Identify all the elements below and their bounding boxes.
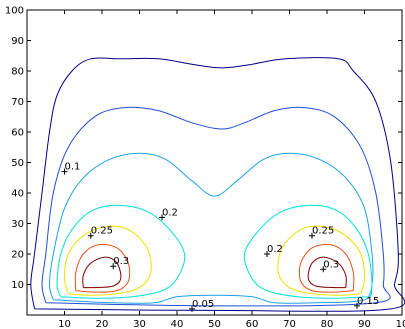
y-tick-label: 80 — [11, 67, 24, 78]
y-tick-label: 90 — [11, 36, 24, 47]
y-tick-label: 50 — [11, 158, 24, 169]
y-tick-label: 60 — [11, 128, 24, 139]
contour-label-text: 0.3 — [323, 259, 339, 270]
contour-label-text: 0.2 — [267, 244, 283, 255]
x-tick-label: 70 — [283, 319, 296, 329]
y-tick-label: 40 — [11, 189, 24, 200]
contour-label-text: 0.1 — [65, 162, 81, 173]
x-tick-label: 10 — [396, 319, 405, 329]
contour-label-text: 0.3 — [113, 256, 129, 267]
x-tick-label: 20 — [96, 319, 109, 329]
contour-label-text: 0.2 — [162, 207, 178, 218]
x-tick-label: 80 — [321, 319, 334, 329]
x-tick-label: 10 — [58, 319, 71, 329]
contour-label-text: 0.25 — [91, 226, 113, 237]
y-tick-label: 100 — [5, 6, 24, 17]
x-tick-label: 60 — [246, 319, 259, 329]
y-tick-label: 10 — [11, 280, 24, 291]
x-tick-label: 30 — [133, 319, 146, 329]
x-tick-label: 90 — [358, 319, 371, 329]
y-tick-label: 20 — [11, 250, 24, 261]
y-tick-label: 30 — [11, 219, 24, 230]
y-tick-label: 70 — [11, 97, 24, 108]
contour-label-text: 0.05 — [192, 299, 214, 310]
contour-label-text: 0.25 — [312, 226, 334, 237]
x-tick-label: 50 — [208, 319, 221, 329]
contour-label-text: 0.15 — [357, 296, 379, 307]
x-tick-label: 40 — [171, 319, 184, 329]
plot-area-background — [27, 10, 402, 315]
